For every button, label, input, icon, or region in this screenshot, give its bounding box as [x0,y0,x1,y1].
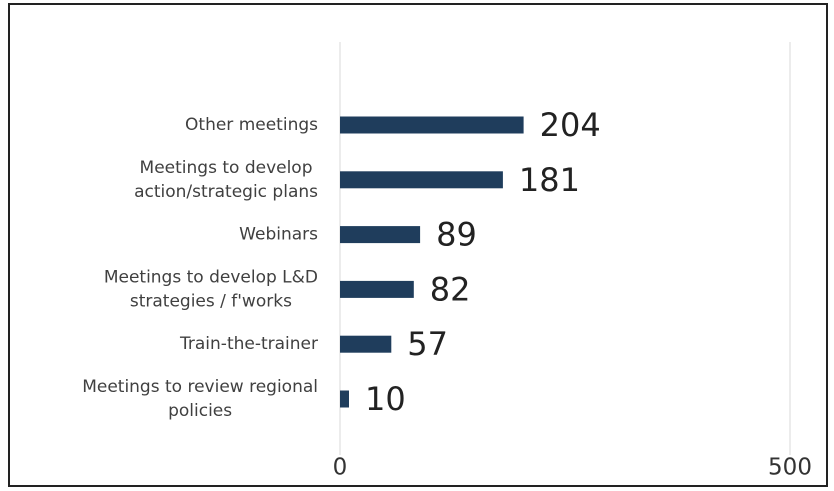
bar [340,280,414,298]
y-tick-label: Meetings to review regional [82,377,318,397]
y-tick-label: Webinars [239,225,318,245]
bar [340,226,421,244]
x-tick-label: 0 [333,455,348,481]
data-label: 89 [436,216,477,254]
y-tick-label: action/strategic plans [134,182,318,202]
bar [340,335,392,353]
y-tick-label: policies [168,401,232,421]
y-tick-label: Train-the-trainer [179,334,318,354]
chart-frame [8,3,828,487]
y-tick-label: strategies / f'works [130,291,292,311]
data-label: 57 [407,325,448,363]
bar [340,116,524,134]
data-label: 181 [519,161,580,199]
bar [340,390,349,408]
bar [340,171,503,189]
data-label: 82 [430,270,471,308]
data-label: 204 [540,106,601,144]
y-tick-label: Meetings to develop L&D [104,267,318,287]
x-tick-label: 500 [768,455,812,481]
data-label: 10 [365,380,406,418]
y-tick-label: Meetings to develop [140,158,313,178]
y-tick-label: Other meetings [185,115,318,135]
